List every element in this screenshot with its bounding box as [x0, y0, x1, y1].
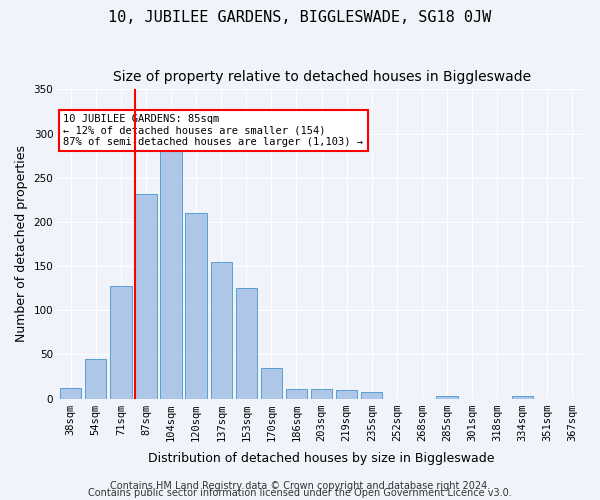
Bar: [512, 396, 533, 398]
Bar: [110, 286, 131, 399]
Text: 10, JUBILEE GARDENS, BIGGLESWADE, SG18 0JW: 10, JUBILEE GARDENS, BIGGLESWADE, SG18 0…: [109, 10, 491, 25]
Bar: [136, 194, 157, 398]
Bar: [185, 213, 207, 398]
Bar: [60, 388, 82, 398]
Text: Contains public sector information licensed under the Open Government Licence v3: Contains public sector information licen…: [88, 488, 512, 498]
Bar: [236, 288, 257, 399]
Bar: [286, 389, 307, 398]
Bar: [261, 368, 282, 398]
Bar: [311, 389, 332, 398]
Bar: [361, 392, 382, 398]
Bar: [336, 390, 358, 398]
Bar: [85, 359, 106, 399]
Bar: [160, 150, 182, 398]
Text: Contains HM Land Registry data © Crown copyright and database right 2024.: Contains HM Land Registry data © Crown c…: [110, 481, 490, 491]
Y-axis label: Number of detached properties: Number of detached properties: [15, 146, 28, 342]
Bar: [436, 396, 458, 398]
X-axis label: Distribution of detached houses by size in Biggleswade: Distribution of detached houses by size …: [148, 452, 495, 465]
Title: Size of property relative to detached houses in Biggleswade: Size of property relative to detached ho…: [113, 70, 530, 84]
Text: 10 JUBILEE GARDENS: 85sqm
← 12% of detached houses are smaller (154)
87% of semi: 10 JUBILEE GARDENS: 85sqm ← 12% of detac…: [64, 114, 364, 148]
Bar: [211, 262, 232, 398]
